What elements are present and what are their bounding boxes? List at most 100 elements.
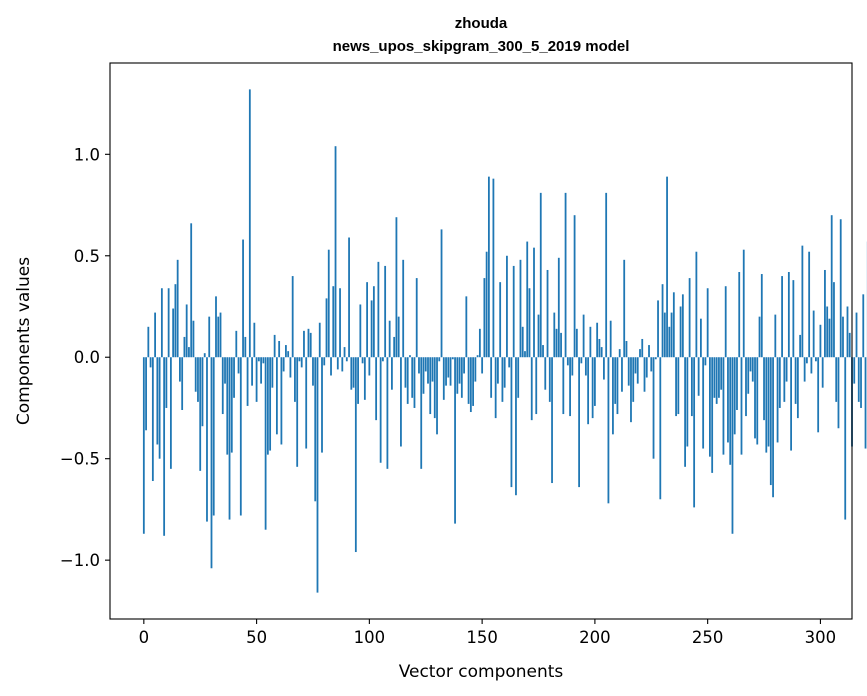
- bar-component-56: [269, 357, 272, 451]
- bar-component-221: [641, 338, 644, 358]
- bar-component-133: [442, 357, 445, 400]
- bar-component-206: [607, 357, 610, 504]
- bar-component-316: [855, 312, 858, 358]
- bar-component-193: [578, 357, 580, 488]
- bar-component-48: [251, 357, 253, 386]
- bar-component-247: [699, 318, 702, 358]
- bar-component-150: [481, 357, 484, 374]
- bar-component-154: [490, 357, 493, 398]
- bar-component-120: [413, 357, 416, 408]
- bar-component-199: [591, 357, 594, 419]
- y-tick-label: 0.5: [74, 247, 100, 266]
- bar-component-170: [526, 241, 529, 358]
- bar-component-4: [151, 357, 154, 482]
- bar-component-209: [614, 357, 617, 404]
- bar-component-198: [589, 326, 592, 358]
- bar-component-297: [812, 310, 815, 358]
- bar-component-230: [661, 284, 664, 358]
- bar-component-246: [697, 357, 700, 396]
- bar-component-298: [815, 357, 817, 362]
- bar-component-46: [246, 357, 249, 406]
- bar-component-179: [546, 269, 549, 358]
- bar-component-168: [521, 326, 524, 358]
- bar-component-265: [740, 357, 743, 455]
- bar-component-13: [172, 308, 175, 358]
- bar-component-131: [438, 357, 441, 362]
- bar-component-81: [325, 298, 328, 358]
- y-tick-label: −1.0: [60, 551, 100, 570]
- bar-component-182: [553, 312, 556, 358]
- bar-component-10: [165, 357, 168, 408]
- bar-component-100: [368, 357, 371, 376]
- bar-component-161: [506, 255, 508, 358]
- bar-component-16: [179, 357, 181, 382]
- bar-component-12: [169, 357, 172, 469]
- bar-component-164: [512, 265, 515, 358]
- x-tick-label: 0: [139, 628, 150, 647]
- bar-component-270: [751, 357, 754, 382]
- bar-component-18: [183, 336, 186, 358]
- bar-component-55: [266, 357, 269, 455]
- bar-component-26: [201, 357, 204, 427]
- bar-component-97: [361, 357, 364, 364]
- bar-component-229: [659, 357, 662, 500]
- bar-component-51: [257, 357, 260, 362]
- bar-component-113: [397, 316, 400, 358]
- bar-component-256: [720, 357, 723, 390]
- bar-component-23: [194, 357, 197, 392]
- bar-component-252: [711, 357, 714, 473]
- bar-component-241: [686, 357, 689, 447]
- x-tick-label: 100: [354, 628, 386, 647]
- bar-component-8: [160, 288, 163, 358]
- bar-component-292: [801, 245, 804, 358]
- bar-component-317: [857, 357, 860, 402]
- bar-component-175: [537, 314, 540, 358]
- bar-component-115: [402, 259, 405, 358]
- bar-component-299: [817, 357, 820, 433]
- bar-component-185: [560, 332, 562, 358]
- x-tick-label: 300: [805, 628, 837, 647]
- bar-component-117: [406, 357, 409, 404]
- bar-component-151: [483, 278, 486, 358]
- bar-component-308: [837, 357, 840, 429]
- bar-component-231: [663, 312, 666, 358]
- bar-component-6: [156, 357, 159, 445]
- bar-component-102: [372, 286, 375, 358]
- bar-component-79: [321, 357, 323, 453]
- bar-component-7: [158, 357, 161, 459]
- bar-component-21: [190, 223, 193, 358]
- bar-component-181: [551, 357, 553, 484]
- bar-component-74: [309, 332, 312, 358]
- bar-component-28: [206, 357, 208, 522]
- x-axis-ticks: 0 50 100 150 200 250 300: [139, 619, 837, 647]
- bar-component-216: [630, 357, 632, 423]
- bar-component-242: [688, 278, 691, 358]
- bar-component-29: [208, 316, 211, 358]
- bar-component-238: [679, 306, 682, 358]
- bar-component-118: [409, 355, 411, 358]
- bar-component-66: [291, 276, 294, 358]
- bar-component-5: [154, 312, 156, 358]
- bar-component-312: [846, 306, 849, 358]
- bar-component-127: [429, 357, 432, 415]
- bar-component-61: [280, 357, 283, 445]
- bar-component-9: [163, 357, 166, 536]
- bar-component-284: [783, 357, 786, 402]
- bar-component-88: [341, 357, 344, 372]
- bar-component-116: [404, 357, 407, 388]
- bar-component-178: [544, 357, 547, 390]
- bar-component-64: [287, 351, 290, 358]
- bar-component-249: [704, 357, 707, 366]
- bar-component-49: [253, 322, 256, 358]
- bar-component-22: [192, 320, 195, 358]
- bar-component-286: [787, 272, 790, 358]
- bar-component-65: [289, 357, 292, 378]
- bar-component-311: [844, 357, 847, 520]
- bar-component-19: [185, 304, 188, 358]
- bar-component-146: [472, 357, 474, 406]
- bar-component-232: [666, 176, 668, 358]
- bar-component-34: [219, 312, 222, 358]
- bar-component-214: [625, 341, 628, 358]
- bar-component-267: [745, 357, 747, 417]
- bar-component-212: [621, 357, 623, 392]
